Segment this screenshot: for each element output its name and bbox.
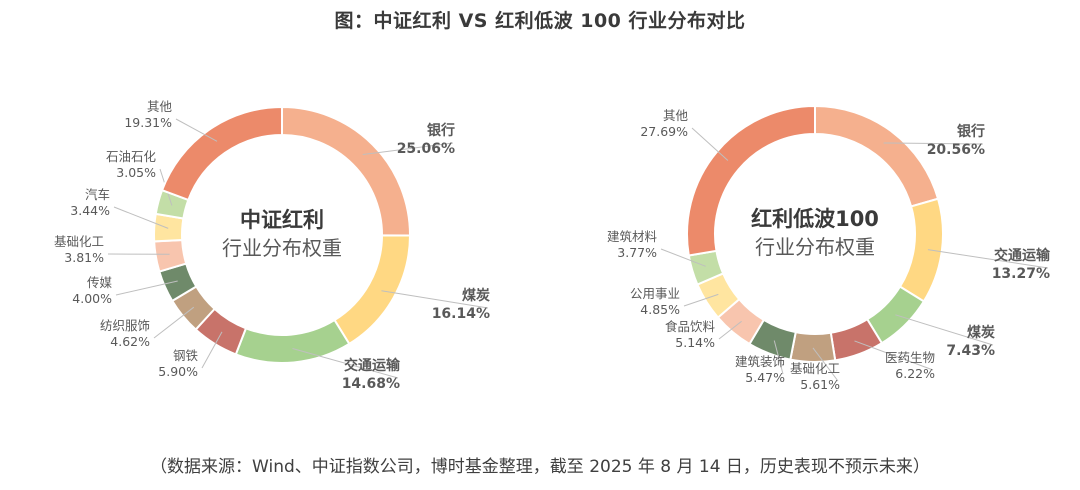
- donut-2-slice-1: [814, 104, 940, 208]
- donut-1-value-7: 3.81%: [64, 250, 104, 265]
- donut-1-value-4: 5.90%: [158, 364, 198, 379]
- donut-2-value-2: 13.27%: [992, 266, 1050, 282]
- donut-2-value-7: 5.14%: [675, 335, 715, 350]
- donut-chart-2: 银行20.56%交通运输13.27%煤炭7.43%医药生物6.22%基础化工5.…: [607, 104, 1051, 392]
- donut-1-value-5: 4.62%: [110, 334, 150, 349]
- donut-1-label-7: 基础化工: [54, 234, 104, 249]
- donut-chart-1: 银行 25.06% 煤炭 16.14% 交通运输 14.68% 钢铁5.90% 纺织服饰4.6…: [54, 99, 490, 392]
- donut-2-label-10: 其他: [663, 108, 689, 123]
- donut-2-value-4: 6.22%: [895, 366, 935, 381]
- donut-2-slice-2: [898, 197, 944, 303]
- chart-title: 图：中证红利 VS 红利低波 100 行业分布对比: [334, 10, 746, 32]
- donut-2-center-title: 红利低波100: [751, 207, 879, 231]
- donut-2-value-10: 27.69%: [640, 124, 688, 139]
- donut-1-leader-5: [153, 306, 195, 339]
- donut-1-leader-10: [175, 118, 218, 142]
- donut-2-leader-7: [718, 320, 742, 340]
- donut-1-label-6: 传媒: [87, 275, 113, 290]
- donut-1-label-1: 银行: [427, 122, 455, 139]
- donut-2-value-5: 5.61%: [800, 377, 840, 392]
- donut-2-label-4: 医药生物: [885, 350, 935, 365]
- donut-2-leader-4: [854, 340, 934, 371]
- donut-1-leader-4: [201, 331, 223, 369]
- donut-1-label-8: 汽车: [85, 187, 110, 202]
- donut-2-label-2: 交通运输: [994, 247, 1051, 264]
- donut-2-label-9: 建筑材料: [607, 229, 658, 244]
- donut-2-label-8: 公用事业: [630, 286, 680, 301]
- donut-1-label-9: 石油石化: [106, 149, 157, 164]
- donut-2-slice-5: [789, 330, 837, 363]
- donut-1-slice-3: [234, 318, 351, 364]
- source-note: （数据来源：Wind、中证指数公司，博时基金整理，截至 2025 年 8 月 1…: [150, 457, 930, 477]
- donut-1-value-3: 14.68%: [342, 376, 400, 392]
- donut-1-leader-8: [113, 206, 169, 229]
- donut-charts: 银行 25.06% 煤炭 16.14% 交通运输 14.68% 钢铁5.90% 纺织服饰4.6…: [54, 99, 1051, 392]
- donut-1-leader-1: [362, 142, 454, 156]
- donut-2-label-6: 建筑装饰: [735, 354, 785, 369]
- donut-2-leader-9: [660, 248, 706, 267]
- donut-1-value-6: 4.00%: [72, 291, 112, 306]
- donut-2-value-9: 3.77%: [617, 245, 657, 260]
- donut-2-leader-3: [895, 314, 994, 346]
- donut-2-value-8: 4.85%: [640, 302, 680, 317]
- donut-2-leader-2: [927, 249, 1049, 269]
- donut-2-label-3: 煤炭: [967, 324, 995, 341]
- donut-1-value-10: 19.31%: [124, 115, 172, 130]
- donut-1-leader-6: [115, 280, 178, 296]
- donut-2-value-1: 20.56%: [927, 142, 985, 158]
- donut-2-leader-10: [691, 127, 729, 161]
- donut-2-label-5: 基础化工: [790, 361, 840, 376]
- donut-1-label-2: 煤炭: [462, 287, 490, 304]
- donut-2-leader-5: [812, 347, 839, 382]
- donut-1-value-8: 3.44%: [70, 203, 110, 218]
- donut-1-center-title: 中证红利: [240, 208, 324, 232]
- donut-2-value-6: 5.47%: [745, 370, 785, 385]
- donut-1-value-1: 25.06%: [397, 141, 455, 157]
- donut-2-center-subtitle: 行业分布权重: [755, 235, 875, 259]
- donut-2-slice-10: [686, 104, 816, 257]
- donut-2-label-7: 食品饮料: [665, 319, 716, 334]
- donut-1-label-5: 纺织服饰: [100, 318, 150, 333]
- donut-2-leader-8: [683, 293, 719, 307]
- donut-1-label-3: 交通运输: [344, 357, 401, 374]
- donut-2-label-1: 银行: [957, 123, 985, 140]
- donut-1-leader-2: [381, 290, 489, 309]
- donut-2-leader-1: [883, 142, 984, 145]
- donut-1-slice-2: [333, 234, 412, 346]
- donut-1-label-4: 钢铁: [173, 348, 199, 363]
- donut-1-center-subtitle: 行业分布权重: [222, 236, 342, 260]
- donut-2-leader-6: [773, 340, 784, 375]
- donut-1-leader-3: [292, 348, 399, 379]
- donut-1-label-10: 其他: [147, 99, 173, 114]
- donut-1-value-9: 3.05%: [116, 165, 156, 180]
- donut-1-value-2: 16.14%: [432, 306, 490, 322]
- donut-2-value-3: 7.43%: [946, 343, 995, 359]
- donut-1-slice-10: [160, 105, 283, 202]
